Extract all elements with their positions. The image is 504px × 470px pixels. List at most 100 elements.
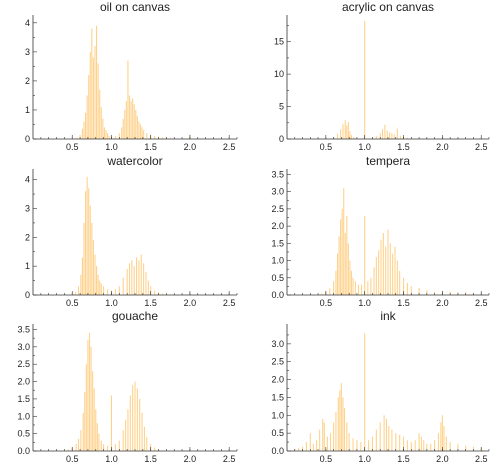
histogram-bar	[343, 188, 345, 295]
histogram-bar	[132, 385, 134, 451]
histogram-bar	[122, 118, 124, 139]
histogram-bar	[79, 134, 81, 139]
histogram-bar	[114, 289, 116, 295]
histogram-bar	[88, 188, 90, 295]
histogram-bar	[86, 95, 88, 139]
histogram-bar	[135, 109, 137, 139]
x-tick-label: 2.5	[223, 454, 236, 464]
y-tick-label: 2.5	[271, 357, 284, 367]
histogram-bar	[75, 444, 77, 451]
x-tick-label: 2.5	[475, 298, 488, 308]
histogram-bar	[85, 364, 87, 451]
y-tick-label: 3.5	[271, 169, 284, 179]
histogram-bar	[146, 437, 148, 451]
histogram-bar	[352, 277, 354, 295]
histogram-bar	[346, 422, 348, 451]
histogram-bar	[154, 136, 156, 139]
histogram-bar	[133, 104, 135, 139]
y-tick-label: 2.5	[17, 359, 30, 369]
x-tick-label: 1.0	[105, 298, 118, 308]
histogram-bar	[122, 277, 124, 295]
histogram-bar	[434, 440, 436, 451]
histogram-bar	[127, 60, 129, 140]
histogram-bar	[118, 286, 120, 295]
histogram-bar	[378, 250, 380, 295]
y-tick-label: 3	[25, 203, 30, 213]
x-tick-label: 1.0	[105, 142, 118, 152]
histogram-bar	[329, 288, 331, 295]
y-tick-label: 2	[25, 76, 30, 86]
histogram-bar	[143, 130, 145, 139]
histogram-bar	[389, 243, 391, 295]
histogram-bar	[344, 233, 346, 295]
histogram-bar	[346, 215, 348, 295]
histogram-bar	[90, 346, 92, 451]
panel-title: watercolor	[106, 154, 162, 168]
histogram-bar	[375, 257, 377, 295]
histogram-bar	[315, 440, 318, 451]
histogram-bar	[443, 426, 445, 451]
histogram-bar	[361, 284, 363, 295]
histogram-bar	[96, 423, 98, 451]
x-tick-label: 2.5	[475, 454, 488, 464]
histogram-bar	[141, 412, 143, 451]
histogram-bar	[341, 208, 343, 295]
histogram-bar	[103, 127, 105, 139]
histogram-bar	[349, 131, 351, 139]
histogram-bar	[367, 281, 369, 295]
x-tick-label: 1.0	[358, 298, 371, 308]
x-tick-label: 0.5	[66, 298, 79, 308]
histogram-panel: watercolor 0.5 1.0 1.5 2.0 2.5 0 1 2 3 4	[25, 154, 238, 308]
histogram-bar	[426, 443, 428, 451]
x-tick-label: 0.5	[320, 142, 333, 152]
histogram-bar	[134, 381, 136, 451]
histogram-bar	[96, 25, 98, 139]
histogram-bar	[347, 243, 349, 295]
x-tick-label: 0.5	[320, 298, 333, 308]
histogram-bar	[83, 121, 85, 139]
histogram-bar	[99, 280, 101, 295]
histogram-bar	[87, 339, 89, 451]
histogram-bar	[102, 118, 104, 139]
histogram-bar	[414, 440, 416, 451]
histogram-bar	[457, 443, 459, 451]
histogram-bar	[384, 124, 386, 139]
histogram-bar	[92, 240, 94, 295]
histogram-bar	[150, 286, 152, 295]
histogram-panel: tempera 0.5 1.0 1.5 2.0 2.5 0.0 0.5 1.0 1.5 2.0 2.5…	[271, 154, 490, 308]
histogram-panel: ink 0.5 1.0 1.5 2.0 2.5 0.0 0.5 1.0 1.5 2.0 2.5 3.0	[271, 309, 490, 464]
histogram-bar	[85, 191, 87, 295]
panel-title: gouache	[112, 309, 158, 323]
histogram-bar	[364, 215, 366, 295]
histogram-bar	[399, 135, 401, 139]
histogram-bar	[126, 269, 128, 295]
histogram-bar	[88, 75, 90, 139]
histogram-bar	[346, 125, 348, 139]
histogram-bar	[100, 107, 102, 139]
histogram-bar	[77, 438, 80, 451]
y-tick-label: 4	[25, 18, 30, 28]
histogram-bar	[364, 333, 366, 451]
histogram-bar	[154, 290, 156, 295]
y-tick-label: 0	[25, 134, 30, 144]
histogram-bar	[114, 136, 116, 139]
histogram-bar	[136, 257, 138, 295]
y-tick-label: 3	[25, 47, 30, 57]
x-tick-label: 2.0	[436, 298, 449, 308]
x-tick-label: 0.5	[66, 142, 79, 152]
histogram-bar	[103, 286, 105, 295]
histogram-bar	[132, 98, 134, 139]
histogram-bar	[410, 286, 412, 295]
histogram-bar	[74, 292, 76, 295]
histogram-bar	[86, 176, 88, 295]
histogram-bar	[89, 205, 91, 295]
histogram-panel: acrylic on canvas 0.5 1.0 1.5 2.0 2.5 0 5 10 15	[274, 0, 490, 152]
histogram-bar	[340, 219, 342, 295]
x-tick-label: 0.5	[320, 454, 333, 464]
histogram-bar	[305, 442, 307, 451]
histogram-bar	[402, 436, 405, 451]
x-tick-label: 1.5	[144, 454, 157, 464]
histogram-bar	[347, 122, 349, 139]
histogram-bar	[138, 260, 140, 295]
histogram-bar	[84, 391, 86, 451]
